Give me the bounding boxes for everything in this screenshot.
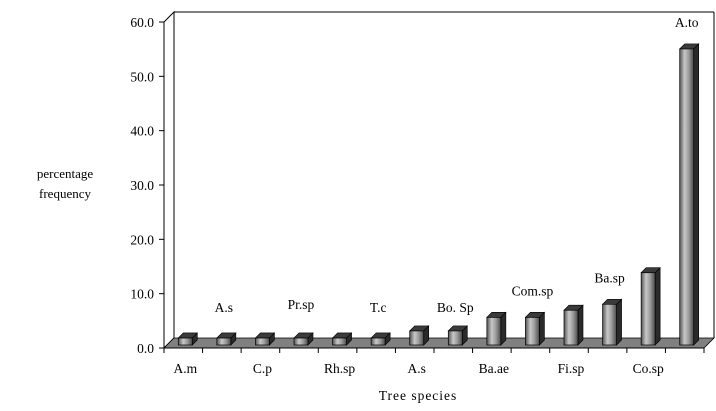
bar [293, 337, 309, 346]
bar-top [640, 267, 661, 274]
bar [216, 337, 232, 346]
bar [409, 330, 425, 346]
bar [370, 337, 386, 346]
bar [679, 48, 695, 346]
y-tick-label: 40.0 [130, 124, 154, 139]
category-label-top: A.s [215, 300, 233, 315]
bar-top [293, 332, 314, 339]
category-label-bottom: Rh.sp [324, 361, 355, 376]
bar-top [408, 325, 430, 332]
x-axis-title: Tree species [378, 388, 458, 403]
category-label-bottom: C.p [253, 361, 272, 376]
bar-top [524, 311, 546, 318]
bar [640, 272, 656, 346]
bar-side [539, 311, 545, 346]
category-label-top: Pr.sp [288, 297, 315, 312]
category-label-bottom: A.s [408, 361, 426, 376]
y-axis-title-line-1: percentage [36, 166, 94, 181]
bar-side [500, 311, 507, 346]
y-tick-label: 60.0 [130, 15, 154, 30]
bar-top [177, 332, 199, 339]
bar-top [370, 332, 391, 339]
category-label-top: Bo. Sp [437, 300, 474, 315]
bar-top [216, 332, 237, 339]
category-label-bottom: Co.sp [633, 361, 664, 376]
bar [447, 330, 463, 346]
bar [602, 303, 617, 346]
category-label-bottom: Ba.ae [479, 361, 509, 376]
bar [177, 337, 193, 346]
bar-top [254, 332, 276, 339]
y-tick-label: 20.0 [130, 232, 154, 247]
bar-top [331, 332, 353, 339]
bar-top [563, 304, 584, 311]
bar [563, 309, 579, 346]
bar [525, 316, 540, 346]
bar-top [601, 298, 623, 305]
category-label-top: Ba.sp [594, 270, 625, 285]
bar-side [616, 298, 622, 346]
bar-top [678, 43, 700, 50]
bar-side [654, 267, 661, 346]
bar-top [486, 311, 507, 318]
y-tick-label: 50.0 [130, 69, 154, 84]
bar-side [577, 304, 584, 346]
bar [332, 337, 347, 346]
y-axis-title-line-2: frequency [39, 186, 91, 201]
y-tick-label: 0.0 [137, 341, 154, 356]
category-label-top: Com.sp [512, 283, 554, 298]
y-tick-label: 30.0 [130, 178, 154, 193]
bar [255, 337, 270, 346]
category-label-bottom: Fi.sp [558, 361, 585, 376]
bar-top [447, 325, 469, 332]
chart-floor [163, 337, 715, 349]
side-wall [163, 10, 175, 350]
category-label-bottom: A.m [173, 361, 197, 376]
category-label-top: T.c [370, 300, 387, 315]
category-label-top: A.to [675, 15, 699, 30]
bar [486, 316, 502, 346]
y-axis-title: percentage frequency [2, 164, 128, 204]
bar-side [693, 43, 700, 346]
y-tick-label: 10.0 [130, 287, 154, 302]
